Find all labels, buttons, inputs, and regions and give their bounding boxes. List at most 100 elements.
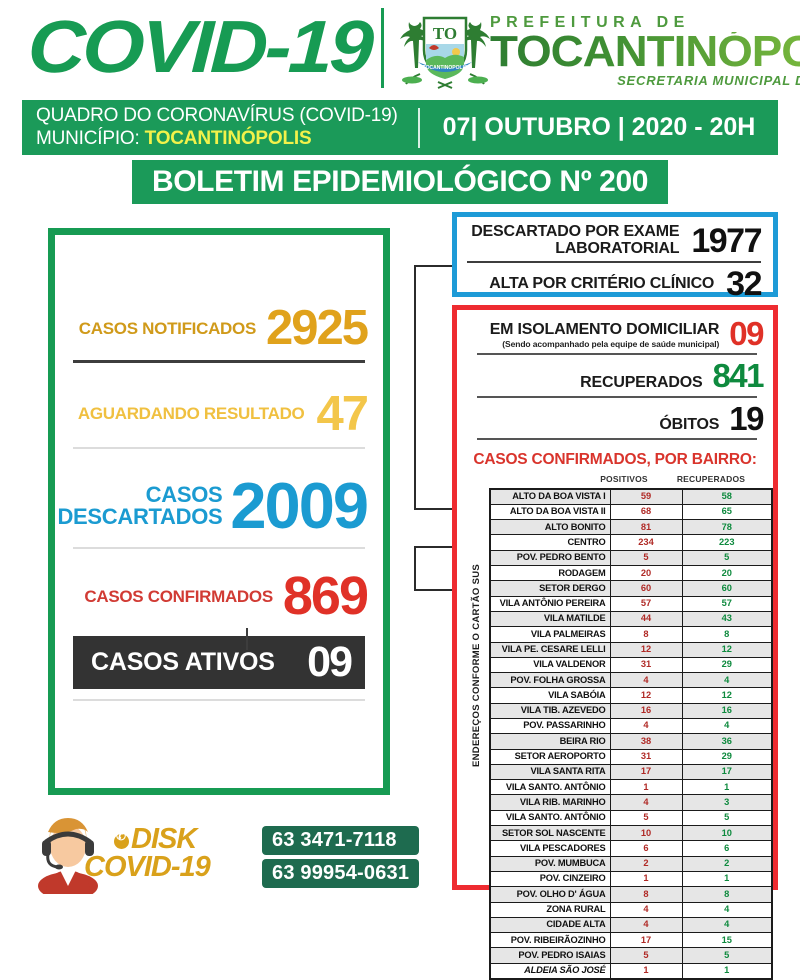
stat-aguardando-value: 47: [316, 386, 368, 441]
table-row: SETOR DERGO 60 60: [489, 580, 773, 597]
table-row: POV. RIBEIRÃOZINHO 17 15: [489, 932, 773, 949]
cell-bairro: POV. OLHO D' ÁGUA: [489, 886, 611, 903]
isolamento-row: EM ISOLAMENTO DOMICILIAR (Sendo acompanh…: [467, 315, 765, 352]
disk-covid-footer: DISK COVID-19 63 3471-7118 63 99954-0631: [30, 812, 430, 904]
table-row: ALTO BONITO 81 78: [489, 519, 773, 536]
cell-bairro: POV. PEDRO ISAIAS: [489, 947, 611, 964]
stat-ativos-value: 09: [307, 638, 353, 687]
page-header: COVID-19 TO TOCANTINOPOLIS PREFEITURA DE…: [0, 0, 800, 100]
cell-recuperados: 4: [681, 672, 773, 689]
cell-bairro: ALTO BONITO: [489, 519, 611, 536]
summary-panel: CASOS NOTIFICADOS 2925 AGUARDANDO RESULT…: [48, 228, 390, 795]
cell-positivos: 31: [609, 748, 683, 765]
table-row: VILA ANTÔNIO PEREIRA 57 57: [489, 595, 773, 612]
table-row: POV. PEDRO BENTO 5 5: [489, 549, 773, 567]
cell-recuperados: 20: [681, 565, 773, 582]
table-row: CIDADE ALTA 4 4: [489, 916, 773, 934]
sus-side-label-text: ENDEREÇOS CONFORME O CARTÃO SUS: [470, 564, 482, 768]
prefeitura-block: PREFEITURA DE TOCANTINÓPOLIS SECRETARIA …: [490, 14, 800, 88]
cell-recuperados: 4: [681, 916, 773, 934]
cell-bairro: CIDADE ALTA: [489, 916, 611, 934]
blue-divider: [467, 261, 761, 263]
table-row: POV. PASSARINHO 4 4: [489, 717, 773, 735]
table-row: SETOR SOL NASCENTE 10 10: [489, 825, 773, 842]
stat-aguardando-label: AGUARDANDO RESULTADO: [77, 404, 305, 424]
cell-positivos: 2: [609, 855, 683, 872]
isolamento-value: 09: [729, 315, 764, 352]
descartado-lab-row: DESCARTADO POR EXAME LABORATORIAL 1977: [467, 222, 762, 260]
table-row: SETOR AEROPORTO 31 29: [489, 748, 773, 765]
recuperados-label: RECUPERADOS: [580, 373, 703, 391]
red-divider-1: [477, 353, 757, 356]
col-header-positivos: POSITIVOS: [600, 474, 648, 485]
call-operator-icon: [38, 818, 98, 894]
band-separator: [418, 107, 420, 148]
cell-positivos: 1: [609, 779, 683, 796]
table-row: VILA RIB. MARINHO 4 3: [489, 794, 773, 811]
table-row: POV. FOLHA GROSSA 4 4: [489, 672, 773, 689]
table-row: ALTO DA BOA VISTA I 59 58: [489, 488, 773, 505]
divider-3: [73, 546, 365, 549]
cell-recuperados: 60: [681, 580, 773, 597]
municipio-name: TOCANTINÓPOLIS: [144, 127, 312, 149]
table-row: VILA SANTO. ANTÔNIO 1 1: [489, 779, 773, 796]
cell-recuperados: 58: [681, 488, 773, 505]
cell-positivos: 17: [609, 763, 683, 781]
table-row: RODAGEM 20 20: [489, 565, 773, 582]
table-row: VILA PESCADORES 6 6: [489, 840, 773, 857]
cell-recuperados: 10: [681, 825, 773, 842]
cell-positivos: 16: [609, 702, 683, 719]
info-band-left: QUADRO DO CORONAVÍRUS (COVID-19) MUNICÍP…: [22, 105, 418, 150]
cell-recuperados: 223: [681, 534, 773, 551]
cell-bairro: SETOR AEROPORTO: [489, 748, 611, 765]
cell-recuperados: 29: [681, 748, 773, 765]
cell-bairro: ZONA RURAL: [489, 901, 611, 918]
cell-bairro: SETOR DERGO: [489, 580, 611, 597]
cell-recuperados: 15: [681, 932, 773, 949]
obitos-label: ÓBITOS: [659, 416, 720, 434]
cell-bairro: VILA VALDENOR: [489, 656, 611, 674]
phone-list[interactable]: 63 3471-7118 63 99954-0631: [262, 826, 420, 892]
connector-upper: [414, 265, 452, 510]
cell-positivos: 68: [609, 503, 683, 521]
cell-positivos: 4: [609, 901, 683, 918]
coat-of-arms-icon: TO TOCANTINOPOLIS: [400, 16, 490, 89]
header-divider: [381, 8, 384, 88]
cell-positivos: 59: [609, 488, 683, 505]
stat-confirmados-value: 869: [282, 565, 369, 626]
cell-bairro: POV. RIBEIRÃOZINHO: [489, 932, 611, 949]
cell-positivos: 6: [609, 840, 683, 857]
table-row: POV. CINZEIRO 1 1: [489, 870, 773, 888]
cell-recuperados: 12: [681, 687, 773, 704]
connector-lower: [414, 546, 452, 591]
cell-recuperados: 5: [681, 947, 773, 964]
descartado-lab-value: 1977: [691, 222, 762, 260]
phone-mobile[interactable]: 63 99954-0631: [262, 859, 420, 888]
stat-notificados-label: CASOS NOTIFICADOS: [78, 318, 256, 338]
phone-landline[interactable]: 63 3471-7118: [262, 826, 420, 855]
phone-icon: [114, 831, 129, 849]
alta-criterio-value: 32: [726, 265, 762, 303]
cell-positivos: 44: [609, 610, 683, 628]
por-bairro-title: CASOS CONFIRMADOS, POR BAIRRO:: [473, 451, 757, 469]
obitos-row: ÓBITOS 19: [467, 402, 764, 435]
cell-recuperados: 1: [681, 870, 773, 888]
info-band: QUADRO DO CORONAVÍRUS (COVID-19) MUNICÍP…: [22, 100, 778, 155]
cell-recuperados: 4: [681, 901, 773, 918]
cell-positivos: 60: [609, 580, 683, 597]
cell-recuperados: 36: [681, 733, 773, 750]
cell-bairro: VILA RIB. MARINHO: [489, 794, 611, 811]
municipio-row: MUNICÍPIO: TOCANTINÓPOLIS: [36, 128, 418, 150]
disk-word: DISK: [131, 823, 197, 855]
cell-positivos: 12: [609, 687, 683, 704]
table-row: ALTO DA BOA VISTA II 68 65: [489, 503, 773, 521]
cell-recuperados: 6: [681, 840, 773, 857]
cell-bairro: VILA SABÓIA: [489, 687, 611, 704]
cell-bairro: ALDEIA SÃO JOSÉ: [489, 962, 611, 980]
covid-title: COVID-19: [26, 5, 373, 88]
cell-bairro: ALTO DA BOA VISTA I: [489, 488, 611, 505]
divider-4: [73, 699, 365, 702]
cell-bairro: VILA TIB. AZEVEDO: [489, 702, 611, 719]
cell-recuperados: 16: [681, 702, 773, 719]
cell-positivos: 81: [609, 519, 683, 536]
